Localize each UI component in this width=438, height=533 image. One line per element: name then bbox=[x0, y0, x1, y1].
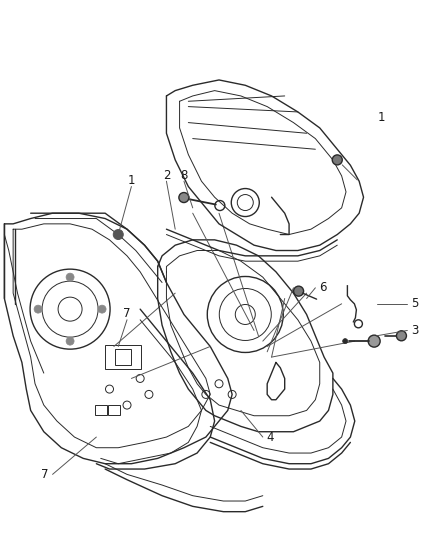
Text: 7: 7 bbox=[123, 308, 131, 320]
Circle shape bbox=[293, 286, 304, 296]
Bar bbox=[95, 406, 107, 415]
Text: 2: 2 bbox=[162, 169, 170, 182]
Bar bbox=[105, 345, 141, 369]
Text: 1: 1 bbox=[127, 174, 135, 187]
Circle shape bbox=[66, 337, 74, 345]
Text: 5: 5 bbox=[411, 297, 419, 310]
Circle shape bbox=[343, 338, 348, 344]
Text: 8: 8 bbox=[180, 169, 187, 182]
Circle shape bbox=[332, 155, 342, 165]
Circle shape bbox=[396, 331, 406, 341]
Circle shape bbox=[179, 192, 189, 203]
Circle shape bbox=[66, 273, 74, 281]
Text: 1: 1 bbox=[377, 111, 385, 124]
Circle shape bbox=[113, 230, 123, 239]
Text: 6: 6 bbox=[319, 281, 327, 294]
Circle shape bbox=[98, 305, 106, 313]
Text: 3: 3 bbox=[411, 324, 419, 337]
Circle shape bbox=[34, 305, 42, 313]
Text: 7: 7 bbox=[41, 468, 49, 481]
Bar bbox=[115, 349, 131, 365]
Text: 4: 4 bbox=[267, 431, 274, 443]
Circle shape bbox=[368, 335, 380, 347]
Bar bbox=[108, 406, 120, 415]
